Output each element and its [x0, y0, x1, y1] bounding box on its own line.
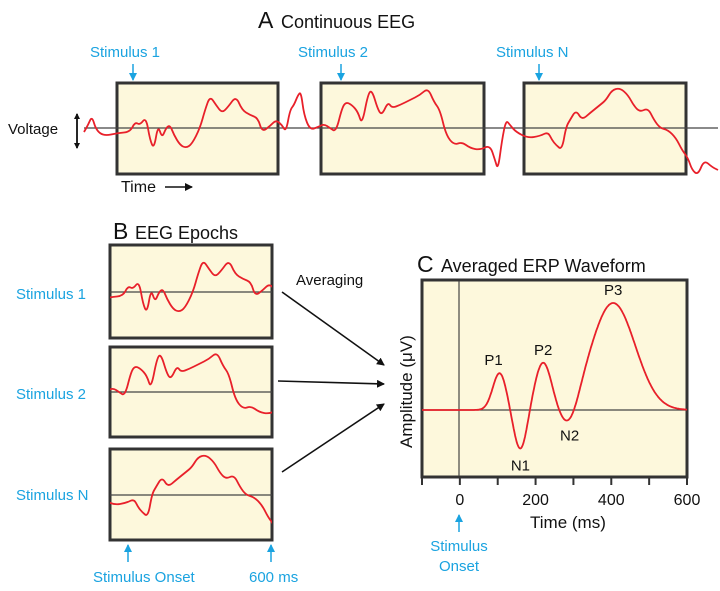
component-label-n1: N1: [511, 457, 530, 474]
component-label-p3: P3: [604, 282, 622, 299]
x-tick-label: 600: [674, 492, 701, 509]
averaging-arrow-2: [277, 379, 385, 388]
component-label-p2: P2: [534, 342, 552, 359]
x-tick-label: 400: [598, 492, 625, 509]
component-label-n2: N2: [560, 428, 579, 445]
erp-plot-area: [420, 278, 689, 479]
panel-a-letter: A: [258, 7, 274, 33]
x-tick-label: 200: [522, 492, 549, 509]
averaging-arrow-1: [281, 291, 385, 366]
averaging-label: Averaging: [296, 272, 363, 289]
onset-label-c-line2: Onset: [439, 558, 480, 575]
x-axis-ticks: 0 200 400 600: [421, 477, 701, 509]
panel-a-title: Continuous EEG: [281, 12, 415, 32]
voltage-label: Voltage: [8, 121, 58, 138]
panel-b-letter: B: [113, 218, 128, 244]
x-tick-label: 0: [455, 492, 464, 509]
stimulus-onset-label-b: Stimulus Onset: [93, 569, 196, 586]
component-labels: P1 N1 P2 N2 P3: [484, 282, 622, 474]
epoch-label-2: Stimulus 2: [16, 386, 86, 403]
panel-b-title: EEG Epochs: [135, 223, 238, 243]
epoch-label-n: Stimulus N: [16, 487, 89, 504]
averaging-arrow-n: [281, 403, 385, 473]
stimulus-label-n: Stimulus N: [496, 44, 569, 61]
onset-label-c-line1: Stimulus: [430, 538, 488, 555]
stimulus-label-1: Stimulus 1: [90, 44, 160, 61]
panel-c-title: Averaged ERP Waveform: [441, 256, 646, 276]
time-label: Time: [121, 179, 156, 196]
epoch-label-1: Stimulus 1: [16, 286, 86, 303]
time-axis-label: Time (ms): [530, 513, 606, 532]
amplitude-axis-label: Amplitude (μV): [397, 335, 416, 448]
stimulus-label-2: Stimulus 2: [298, 44, 368, 61]
component-label-p1: P1: [484, 352, 502, 369]
end-time-label: 600 ms: [249, 569, 298, 586]
erp-waveform: [421, 302, 688, 450]
panel-c-letter: C: [417, 251, 434, 277]
